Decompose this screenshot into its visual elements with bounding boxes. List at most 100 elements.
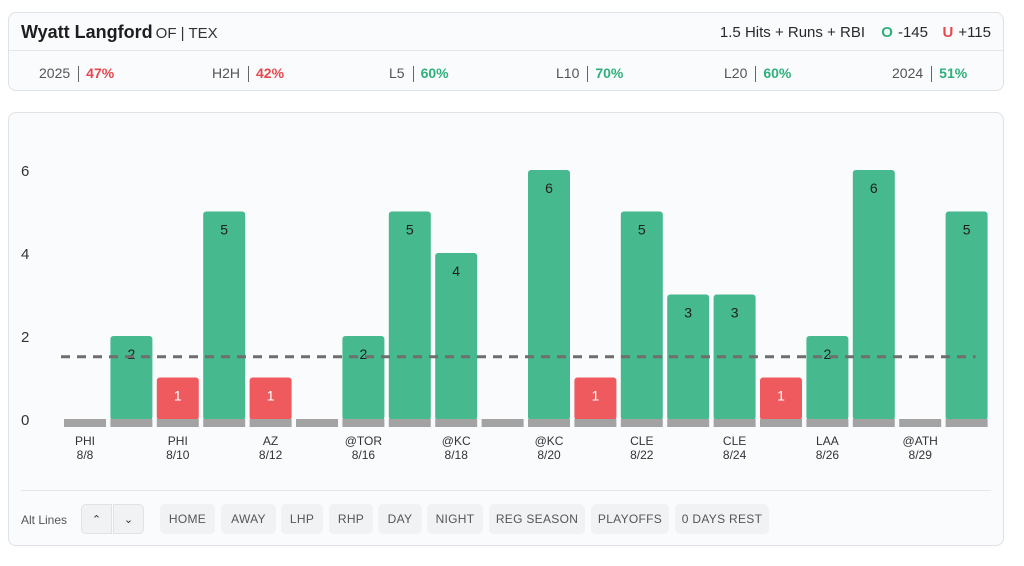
under-odds[interactable]: U +115 <box>942 24 991 41</box>
alt-lines-label: Alt Lines <box>21 513 68 527</box>
filter-reg-season-button[interactable]: REG SEASON <box>489 504 585 534</box>
header-card: Wyatt Langford OF | TEX 1.5 Hits + Runs +… <box>8 12 1004 91</box>
x-tick-date: 8/29 <box>909 448 933 462</box>
player-name: Wyatt Langford OF | TEX <box>21 22 218 43</box>
bar-baseline <box>667 419 710 427</box>
filter-lhp-button[interactable]: LHP <box>281 504 323 534</box>
stat-l20: L20 60% <box>724 65 792 83</box>
over-odds-value: -145 <box>897 24 928 41</box>
stat-label: 2024 <box>892 65 924 81</box>
bar-chart: 0246PHI8/821PHI8/1051AZ8/122@TOR8/1654@K… <box>21 163 988 462</box>
filter-playoffs-button[interactable]: PLAYOFFS <box>591 504 669 534</box>
stat-divider <box>78 66 80 83</box>
bar-value-label: 5 <box>963 222 971 238</box>
bar-value-label: 5 <box>638 222 646 238</box>
chevron-down-icon: ⌄ <box>123 513 134 526</box>
alt-line-down-button[interactable]: ⌄ <box>113 504 144 534</box>
x-tick-date: 8/8 <box>77 448 94 462</box>
bar-baseline <box>899 419 942 427</box>
bar-value-label: 2 <box>824 346 832 362</box>
filter-rest-button[interactable]: 0 DAYS REST <box>675 504 769 534</box>
over-icon: O <box>881 24 893 41</box>
alt-line-up-button[interactable]: ⌃ <box>81 504 112 534</box>
y-tick-label: 2 <box>21 329 29 346</box>
chevron-up-icon: ⌃ <box>91 513 102 526</box>
x-tick-date: 8/16 <box>352 448 376 462</box>
stat-pct: 60% <box>420 65 449 81</box>
chart-card: 0 2 4 6 PHI 8/8 2 1 PHI 8/10 5 1 AZ 8/12 2 @TOR 8/16 5 4 @K… <box>8 112 1004 546</box>
filter-toolbar: Alt Lines ⌃ ⌄ HOME AWAY LHP RHP DAY NIGH… <box>21 490 991 538</box>
under-odds-value: +115 <box>958 24 991 41</box>
y-tick-label: 0 <box>21 412 29 429</box>
bar-value-label: 1 <box>267 388 275 404</box>
filter-day-button[interactable]: DAY <box>378 504 422 534</box>
stat-pct: 70% <box>595 65 624 81</box>
bar-baseline <box>110 419 153 427</box>
x-tick-opponent: @KC <box>442 434 471 448</box>
bar-value-label: 6 <box>545 180 553 196</box>
x-tick-opponent: AZ <box>263 434 278 448</box>
stat-divider <box>931 66 933 83</box>
stat-divider <box>755 66 757 83</box>
bar-hit <box>388 211 431 420</box>
bar-hit <box>528 170 570 420</box>
bar-value-label: 4 <box>452 263 460 279</box>
x-tick-opponent: @KC <box>535 434 564 448</box>
bar-hit <box>435 253 478 420</box>
x-tick-date: 8/26 <box>816 448 840 462</box>
stat-l5: L5 60% <box>389 65 449 83</box>
bar-value-label: 1 <box>592 388 600 404</box>
x-tick-opponent: @ATH <box>903 434 938 448</box>
bar-baseline <box>64 419 106 427</box>
stat-label: L10 <box>556 65 580 81</box>
bar-hit <box>852 170 895 420</box>
under-icon: U <box>942 24 954 41</box>
bar-value-label: 5 <box>220 222 228 238</box>
bar-miss <box>156 377 199 420</box>
bar-baseline <box>528 419 570 427</box>
x-tick-opponent: CLE <box>723 434 746 448</box>
x-tick-date: 8/18 <box>445 448 469 462</box>
stat-divider <box>248 66 250 83</box>
bar-baseline <box>342 419 385 427</box>
stat-divider <box>587 66 589 83</box>
bar-baseline <box>760 419 802 427</box>
bar-hit <box>945 211 988 420</box>
bar-baseline <box>249 419 292 427</box>
x-tick-opponent: @TOR <box>345 434 383 448</box>
x-tick-date: 8/20 <box>537 448 561 462</box>
filter-rhp-button[interactable]: RHP <box>329 504 373 534</box>
x-tick-date: 8/12 <box>259 448 283 462</box>
bar-hit <box>203 211 246 420</box>
x-tick-opponent: CLE <box>630 434 653 448</box>
stat-label: L5 <box>389 65 405 81</box>
stat-pct: 60% <box>763 65 792 81</box>
stat-2025: 2025 47% <box>39 65 114 83</box>
header-top-row: Wyatt Langford OF | TEX 1.5 Hits + Runs +… <box>9 13 1003 51</box>
filter-home-button[interactable]: HOME <box>160 504 215 534</box>
bar-value-label: 3 <box>684 305 692 321</box>
bar-baseline <box>806 419 849 427</box>
bar-baseline <box>296 419 338 427</box>
player-name-text: Wyatt Langford <box>21 22 153 42</box>
x-tick-opponent: PHI <box>168 434 188 448</box>
bar-value-label: 5 <box>406 222 414 238</box>
stat-pct: 42% <box>256 65 285 81</box>
bar-value-label: 1 <box>174 388 182 404</box>
stat-2024: 2024 51% <box>892 65 968 83</box>
bar-baseline <box>852 419 895 427</box>
stat-divider <box>412 66 414 83</box>
filter-night-button[interactable]: NIGHT <box>427 504 483 534</box>
bar-miss <box>574 377 617 420</box>
bar-baseline <box>481 419 524 427</box>
bar-baseline <box>203 419 246 427</box>
stat-label: H2H <box>212 65 241 81</box>
bar-miss <box>249 377 292 420</box>
stat-h2h: H2H 42% <box>212 65 285 83</box>
x-tick-opponent: LAA <box>816 434 839 448</box>
over-odds[interactable]: O -145 <box>881 24 928 41</box>
stat-pct: 51% <box>939 65 968 81</box>
stat-l10: L10 70% <box>556 65 624 83</box>
filter-away-button[interactable]: AWAY <box>221 504 276 534</box>
bar-hit <box>620 211 663 420</box>
